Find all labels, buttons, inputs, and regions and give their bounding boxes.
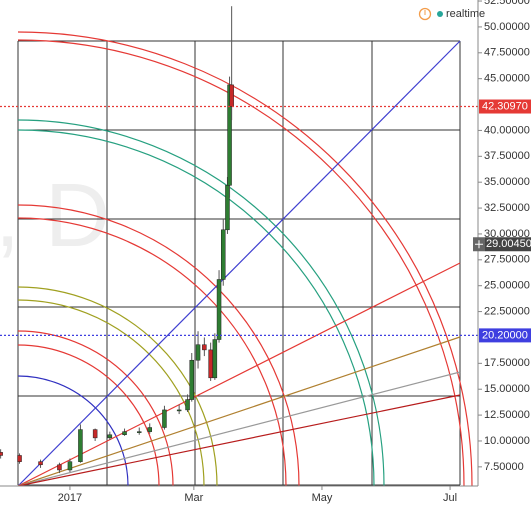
- crosshair-label: 29.00450: [486, 238, 531, 250]
- candle-body: [229, 84, 234, 107]
- gann-fan: [17, 336, 461, 486]
- price-label-box: [479, 328, 531, 343]
- candle-body: [122, 431, 127, 436]
- candle-body: [208, 349, 213, 379]
- candle-body: [189, 359, 194, 400]
- price-label-box: [479, 99, 531, 114]
- y-tick-label: 25.00000: [484, 280, 530, 292]
- y-tick-label: 32.50000: [484, 202, 530, 214]
- y-tick-label: 35.00000: [484, 176, 530, 188]
- gann-arc: [17, 217, 287, 486]
- y-tick-label: 10.00000: [484, 435, 530, 447]
- gann-arc: [17, 129, 375, 486]
- y-tick-label: 47.50000: [484, 47, 530, 59]
- price-label: 42.30970: [482, 100, 528, 112]
- status-dot: [437, 11, 443, 17]
- y-tick-label: 50.00000: [484, 21, 530, 33]
- candle-body: [185, 399, 190, 411]
- x-tick-label: May: [312, 492, 333, 504]
- candle-body: [162, 409, 167, 428]
- gann-fan: [17, 40, 461, 486]
- gann-arc: [17, 299, 205, 486]
- gann-fan: [17, 371, 461, 486]
- y-tick-label: 27.50000: [484, 254, 530, 266]
- crosshair-label-box: [485, 237, 531, 252]
- gann-arc: [17, 204, 300, 486]
- y-tick-label: 52.50000: [484, 0, 530, 7]
- x-tick-label: Jul: [443, 492, 457, 504]
- candle-body: [17, 455, 22, 462]
- candle-body: [92, 429, 98, 439]
- candle-body: [107, 434, 113, 439]
- x-tick-label: 2017: [58, 492, 82, 504]
- x-tick-label: Mar: [184, 492, 203, 504]
- candle-body: [216, 279, 222, 340]
- y-tick-label: 30.00000: [484, 228, 530, 240]
- status-text: realtime: [446, 8, 485, 20]
- candle-body: [220, 229, 226, 280]
- y-tick-label: 37.50000: [484, 150, 530, 162]
- y-tick-label: 45.00000: [484, 73, 530, 85]
- gann-arc: [17, 286, 218, 486]
- candle-body: [136, 431, 142, 433]
- candle-body: [147, 427, 152, 432]
- y-tick-label: 12.50000: [484, 409, 530, 421]
- candle-body: [195, 344, 201, 361]
- clock-icon: [418, 7, 432, 21]
- candle-body: [212, 339, 218, 379]
- gann-arc: [17, 119, 385, 486]
- y-tick-label: 40.00000: [484, 124, 530, 136]
- candle-body: [67, 461, 73, 471]
- y-tick-label: 22.50000: [484, 305, 530, 317]
- candle-body: [57, 464, 62, 471]
- candle-body: [38, 461, 43, 466]
- plot-area: D, D: [0, 6, 478, 486]
- y-tick-label: 17.50000: [484, 357, 530, 369]
- price-label: 20.20000: [482, 329, 528, 341]
- candle-body: [176, 409, 182, 412]
- candle-body: [225, 185, 230, 231]
- y-tick-label: 15.00000: [484, 383, 530, 395]
- gann-arc: [17, 39, 465, 486]
- gann-fan: [17, 394, 461, 486]
- candle-body: [78, 429, 83, 462]
- y-tick-label: 7.50000: [484, 461, 524, 473]
- gann-fan: [17, 262, 461, 486]
- candle-body: [202, 344, 207, 351]
- gann-arc: [17, 31, 473, 486]
- candle-body: [0, 452, 3, 456]
